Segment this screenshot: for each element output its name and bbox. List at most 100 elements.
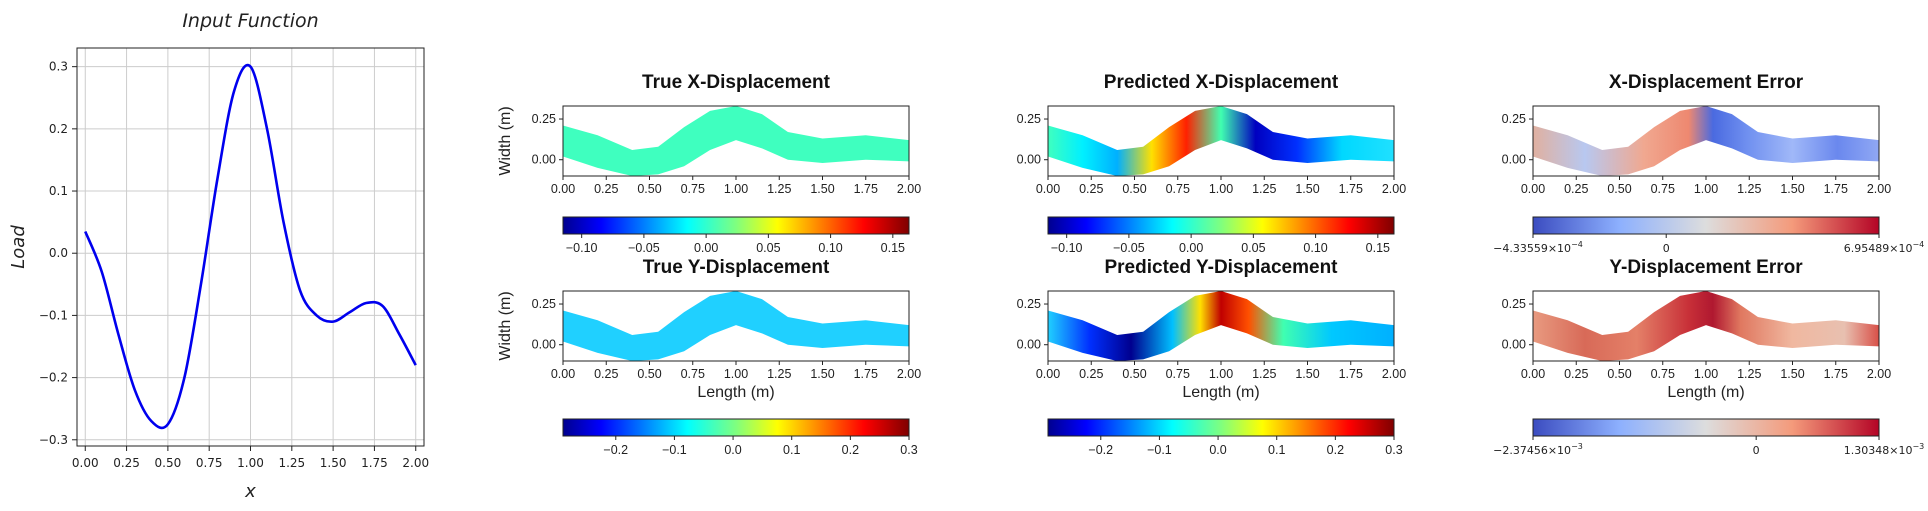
colorbar-tick-label: 0.0 [724, 443, 741, 457]
x-tick-label: 0.50 [155, 456, 182, 470]
x-tick-label: 1.00 [724, 182, 748, 196]
colorbar-tick-label: 0 [1753, 444, 1760, 457]
x-tick-label: 0.75 [1166, 182, 1190, 196]
y-tick-label: 0.25 [1017, 297, 1041, 311]
panel-title: Predicted Y-Displacement [1104, 257, 1338, 278]
colorbar-tick-label: −0.05 [1113, 241, 1145, 255]
colorbar-tick-label: 0.05 [756, 241, 780, 255]
displacement-field [1048, 291, 1394, 361]
x-tick-label: 2.00 [897, 367, 921, 381]
x-tick-label: 0.50 [1122, 367, 1146, 381]
colorbar-tick-label: 0.1 [1268, 443, 1285, 457]
x-tick-label: 1.75 [854, 367, 878, 381]
y-tick-label: 0.00 [532, 338, 556, 352]
colorbar [562, 418, 910, 437]
heatmap-panel: X-Displacement Error 0.25 0.00 0.00 0.25 0.50… [1493, 72, 1924, 255]
y-tick-label: 0.3 [49, 60, 68, 74]
x-tick-label: 1.00 [1694, 182, 1718, 196]
input-function-chart: 0.00 0.25 0.50 0.75 1.00 1.25 1.50 1.75 2.00 0.3 0… [8, 10, 429, 502]
colorbar-tick-label: 0.10 [1303, 241, 1327, 255]
x-tick-label: 1.00 [1209, 182, 1233, 196]
x-tick-label: 2.00 [897, 182, 921, 196]
x-tick-label: 0.75 [1166, 367, 1190, 381]
colorbar-tick-label: 0 [1663, 242, 1670, 255]
x-tick-label: 0.00 [1036, 367, 1060, 381]
x-tick-label: 1.50 [1295, 182, 1319, 196]
colorbar-tick-label: 0.3 [1385, 443, 1402, 457]
y-tick-label: 0.1 [49, 184, 68, 198]
colorbar-tick-label: 0.05 [1241, 241, 1265, 255]
colorbar-tick-label: 0.15 [881, 241, 905, 255]
y-tick-label: 0.2 [49, 122, 68, 136]
x-tick-label: 1.75 [854, 182, 878, 196]
colorbar-tick-label: 1.30348×10−3 [1844, 442, 1925, 457]
x-tick-label: 0.25 [1564, 367, 1588, 381]
x-axis-label: Length (m) [697, 384, 774, 401]
y-tick-label: −0.3 [39, 433, 68, 447]
y-tick-label: 0.00 [532, 153, 556, 167]
displacement-field [1533, 291, 1879, 361]
colorbar-tick-label: 0.2 [1327, 443, 1344, 457]
x-tick-label: 1.50 [1295, 367, 1319, 381]
colorbar-tick-label: 0.10 [818, 241, 842, 255]
x-tick-label: 0.00 [72, 456, 99, 470]
colorbar-tick-label: −0.1 [662, 443, 687, 457]
x-tick-label: 1.75 [361, 456, 388, 470]
x-tick-label: 0.00 [551, 182, 575, 196]
x-tick-label: 1.25 [767, 367, 791, 381]
x-tick-label: 1.50 [810, 367, 834, 381]
heatmap-panel: Y-Displacement Error 0.25 0.00 0.00 0.25 0.50… [1493, 257, 1924, 457]
x-tick-label: 0.75 [1651, 182, 1675, 196]
x-tick-label: 1.75 [1339, 367, 1363, 381]
displacement-field [1048, 106, 1394, 176]
x-tick-label: 0.50 [1607, 182, 1631, 196]
heatmap-panel: Predicted X-Displacement 0.25 0.00 0.00 0.25… [1017, 72, 1407, 255]
y-tick-label: 0.00 [1017, 338, 1041, 352]
colorbar-tick-label: −0.10 [566, 241, 598, 255]
x-tick-label: 2.00 [402, 456, 429, 470]
colorbar-tick-label: 0.15 [1366, 241, 1390, 255]
x-tick-label: 0.25 [594, 367, 618, 381]
heatmap-panel: True Y-Displacement 0.25 0.00 0.00 0.25 0.50 0… [497, 257, 921, 457]
x-tick-label: 1.25 [278, 456, 305, 470]
x-tick-label: 1.50 [1780, 367, 1804, 381]
x-tick-label: 1.00 [1694, 367, 1718, 381]
displacement-field [563, 106, 909, 176]
load-series-line [84, 63, 417, 430]
x-tick-label: 0.50 [637, 182, 661, 196]
x-tick-label: 0.25 [1079, 182, 1103, 196]
y-tick-label: 0.25 [532, 297, 556, 311]
displacement-field [1533, 106, 1879, 176]
y-tick-label: −0.2 [39, 371, 68, 385]
x-tick-label: 0.50 [637, 367, 661, 381]
y-axis-label: Load [8, 225, 29, 269]
colorbar-tick-label: −0.2 [1088, 443, 1113, 457]
y-tick-label: 0.00 [1502, 338, 1526, 352]
x-tick-label: 0.75 [681, 182, 705, 196]
colorbar [1532, 216, 1880, 235]
x-tick-label: 1.75 [1824, 367, 1848, 381]
y-tick-label: 0.00 [1017, 153, 1041, 167]
x-axis-label: Length (m) [1182, 384, 1259, 401]
x-tick-label: 0.25 [1079, 367, 1103, 381]
x-tick-label: 1.75 [1339, 182, 1363, 196]
x-tick-label: 1.00 [724, 367, 748, 381]
x-tick-label: 1.50 [810, 182, 834, 196]
x-tick-label: 0.25 [594, 182, 618, 196]
colorbar-tick-label: −2.37456×10−3 [1493, 442, 1583, 457]
x-tick-label: 0.25 [1564, 182, 1588, 196]
x-tick-label: 0.25 [113, 456, 140, 470]
x-tick-label: 2.00 [1867, 182, 1891, 196]
y-axis-label: Width (m) [497, 291, 514, 360]
colorbar [1047, 418, 1395, 437]
x-tick-label: 0.75 [681, 367, 705, 381]
panel-title: Y-Displacement Error [1609, 257, 1803, 278]
x-tick-label: 1.00 [237, 456, 264, 470]
x-tick-label: 1.25 [1737, 367, 1761, 381]
colorbar-tick-label: −0.2 [603, 443, 628, 457]
panel-title: Predicted X-Displacement [1104, 72, 1339, 93]
x-tick-label: 0.00 [1036, 182, 1060, 196]
colorbar [1532, 418, 1880, 437]
x-axis-label: x [244, 481, 256, 502]
